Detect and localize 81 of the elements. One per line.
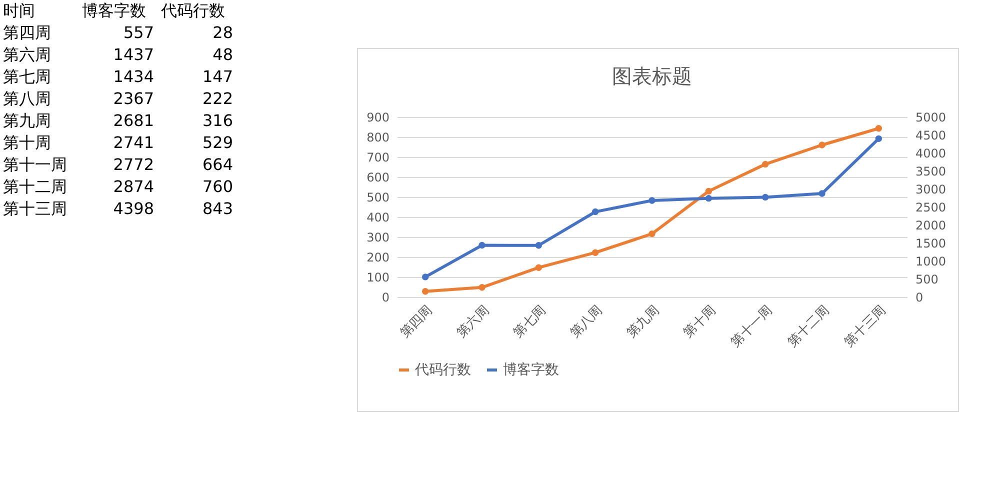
y-tick-label: 900 <box>366 110 390 124</box>
x-tick-label: 第十一周 <box>728 302 776 350</box>
data-label: 760 <box>202 177 233 196</box>
category-label: 第八周 <box>3 89 51 108</box>
x-tick-label: 第十二周 <box>785 302 832 350</box>
point <box>592 208 599 216</box>
point <box>422 274 429 280</box>
point <box>875 125 882 132</box>
x-tick-label: 第八周 <box>568 302 606 341</box>
data-label: 1437 <box>113 45 154 64</box>
y-tick-label: 200 <box>366 250 390 264</box>
category-label: 第六周 <box>3 45 51 64</box>
data-label: 222 <box>202 89 233 108</box>
y2-tick-label: 0 <box>916 290 924 304</box>
category-label: 第十周 <box>3 133 51 152</box>
point <box>818 190 826 197</box>
point <box>478 242 486 249</box>
y-tick-label: 100 <box>366 270 390 284</box>
point <box>762 194 769 201</box>
x-tick-label: 第七周 <box>510 302 550 341</box>
category-label: 第七周 <box>3 67 51 86</box>
text: 时间 <box>3 1 35 20</box>
category-label: 第十一周 <box>3 155 67 174</box>
y2-tick-label: 1000 <box>916 254 946 268</box>
y-tick-label: 400 <box>366 210 390 224</box>
data-label: 4398 <box>113 199 154 218</box>
point <box>762 160 769 168</box>
category-label: 第九周 <box>3 111 51 130</box>
y2-tick-label: 2000 <box>916 218 946 232</box>
point <box>535 242 542 249</box>
point <box>592 249 599 256</box>
y2-tick-label: 5000 <box>916 110 946 124</box>
y2-tick-label: 3000 <box>916 182 946 196</box>
data-label: 2741 <box>113 133 154 152</box>
point <box>478 284 486 291</box>
data-label: 2367 <box>113 89 154 108</box>
text: 代码行数 <box>160 1 225 20</box>
y2-tick-label: 4000 <box>916 146 946 160</box>
series-label: 博客字数 <box>82 1 146 20</box>
data-label: 147 <box>202 67 233 86</box>
point <box>875 135 882 142</box>
data-label: 2681 <box>113 111 154 130</box>
point <box>422 288 429 295</box>
data-label: 28 <box>212 23 233 42</box>
x-tick-label: 第十周 <box>680 302 720 341</box>
point <box>705 194 712 202</box>
y2-tick-label: 4500 <box>916 128 946 142</box>
point <box>818 142 826 148</box>
data-label: 2874 <box>113 177 154 196</box>
data-label: 48 <box>212 45 233 64</box>
legend-label: 博客字数 <box>503 362 559 378</box>
y-tick-label: 0 <box>382 290 390 304</box>
point <box>535 264 542 271</box>
y-tick-label: 600 <box>366 170 390 184</box>
y2-tick-label: 3500 <box>916 164 946 178</box>
y-tick-label: 300 <box>366 230 390 244</box>
category-label: 第四周 <box>3 23 51 42</box>
y2-tick-label: 500 <box>916 272 938 286</box>
data-label: 529 <box>202 133 233 152</box>
data-label: 664 <box>202 155 233 174</box>
x-tick-label: 第六周 <box>454 302 492 341</box>
data-label: 2772 <box>113 155 154 174</box>
category-label: 第十三周 <box>3 199 67 218</box>
data-label: 316 <box>202 111 233 130</box>
point <box>648 197 656 204</box>
point <box>648 230 656 238</box>
legend-label: 代码行数 <box>414 362 471 378</box>
x-tick-label: 第四周 <box>398 302 436 341</box>
chart-title: 图表标题 <box>612 64 692 88</box>
x-tick-label: 第九周 <box>624 302 662 341</box>
data-label: 557 <box>123 23 154 42</box>
point <box>705 188 712 195</box>
y-tick-label: 500 <box>366 190 390 204</box>
y-tick-label: 700 <box>366 150 390 164</box>
y2-tick-label: 1500 <box>916 236 946 250</box>
y-tick-label: 800 <box>366 130 390 144</box>
x-tick-label: 第十三周 <box>842 302 890 350</box>
y2-tick-label: 2500 <box>916 200 946 214</box>
category-label: 第十二周 <box>3 177 67 196</box>
data-label: 843 <box>202 199 233 218</box>
data-label: 1434 <box>113 67 154 86</box>
